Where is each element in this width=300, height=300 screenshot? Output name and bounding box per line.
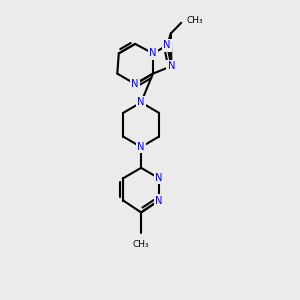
Text: CH₃: CH₃: [133, 240, 149, 249]
Text: N: N: [164, 40, 171, 50]
Text: N: N: [137, 98, 145, 107]
Text: N: N: [155, 196, 163, 206]
Text: N: N: [149, 48, 157, 59]
Text: N: N: [168, 61, 175, 71]
Text: N: N: [137, 142, 145, 152]
Text: CH₃: CH₃: [187, 16, 203, 25]
Text: N: N: [131, 79, 139, 89]
Text: N: N: [155, 173, 163, 183]
